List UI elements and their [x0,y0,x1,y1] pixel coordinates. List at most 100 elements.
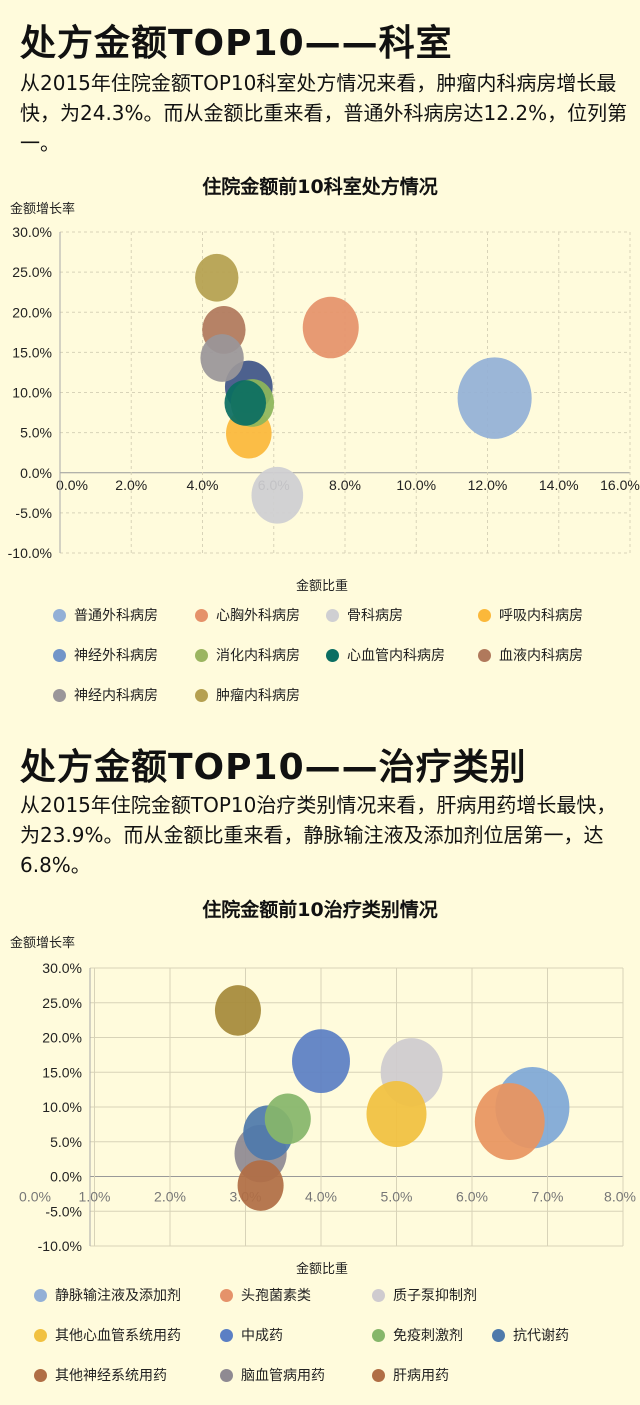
section2-paragraph: 从2015年住院金额TOP10治疗类别情况来看，肝病用药增长最快，为23.9%。… [20,793,617,877]
legend-marker-icon [492,1328,505,1342]
chart1-xlabel: 金额比重 [296,579,349,594]
legend-marker-icon [34,1288,47,1302]
legend-label: 脑血管病用药 [241,1368,325,1384]
legend-item: 其他心血管系统用药 [34,1325,181,1345]
x-tick-label: 0.0% [19,1189,51,1205]
bubble-10: 肿瘤内科病房 [195,253,239,302]
legend-label: 骨科病房 [347,608,403,624]
x-tick-label: 12.0% [468,477,508,493]
legend-label: 质子泵抑制剂 [393,1288,477,1304]
y-tick-label: 25.0% [42,995,82,1011]
y-tick-label: 30.0% [12,224,52,240]
x-tick-label: 10.0% [396,477,436,493]
x-tick-label: 0.0% [56,477,88,493]
legend-label: 神经内科病房 [74,688,158,704]
legend-label: 肝病用药 [393,1368,449,1384]
chart2-ylabel: 金额增长率 [10,936,76,951]
y-tick-label: 15.0% [12,344,52,360]
x-tick-label: 2.0% [154,1189,186,1205]
legend-label: 普通外科病房 [74,608,158,624]
y-tick-label: -5.0% [45,1203,82,1219]
legend-item: 血液内科病房 [478,645,583,665]
legend-item: 消化内科病房 [195,645,300,665]
legend-marker-icon [372,1328,385,1342]
bubble-6: 免疫刺激剂 [264,1093,311,1145]
legend-label: 其他神经系统用药 [55,1368,167,1384]
legend-label: 其他心血管系统用药 [55,1328,181,1344]
chart1-plot: 30.0%25.0%20.0%15.0%10.0%5.0%0.0%-5.0%-1… [8,224,640,561]
legend-item: 其他神经系统用药 [34,1365,167,1385]
x-tick-label: 2.0% [115,477,147,493]
legend-marker-icon [372,1368,385,1382]
legend-marker-icon [53,608,66,622]
legend-marker-icon [478,648,491,662]
legend-item: 骨科病房 [326,605,403,625]
legend-label: 心血管内科病房 [347,648,445,664]
x-tick-label: 6.0% [456,1189,488,1205]
y-tick-label: 10.0% [42,1099,82,1115]
legend-marker-icon [34,1328,47,1342]
y-tick-label: 10.0% [12,385,52,401]
y-tick-label: 30.0% [42,960,82,976]
legend-marker-icon [220,1288,233,1302]
x-tick-label: 8.0% [604,1189,636,1205]
legend-item: 神经内科病房 [53,685,158,705]
bubble-8: 其他神经系统用药 [237,1160,284,1211]
x-tick-label: 4.0% [305,1189,337,1205]
y-tick-label: 20.0% [12,304,52,320]
legend-label: 中成药 [241,1328,283,1344]
legend-marker-icon [195,648,208,662]
y-tick-label: 5.0% [20,425,52,441]
x-tick-label: 4.0% [187,477,219,493]
legend-item: 普通外科病房 [53,605,158,625]
x-tick-label: 16.0% [600,477,640,493]
legend-marker-icon [326,648,339,662]
bubble-4: 其他心血管系统用药 [366,1080,427,1147]
legend-marker-icon [195,608,208,622]
y-tick-label: -10.0% [8,545,52,561]
legend-label: 静脉输注液及添加剂 [55,1288,181,1304]
y-tick-label: 15.0% [42,1064,82,1080]
legend-label: 消化内科病房 [216,648,300,664]
legend-item: 脑血管病用药 [220,1365,325,1385]
legend-label: 肿瘤内科病房 [216,688,300,704]
legend-item: 心血管内科病房 [326,645,445,665]
legend-item: 质子泵抑制剂 [372,1285,477,1305]
legend-marker-icon [220,1368,233,1382]
legend-marker-icon [326,608,339,622]
y-tick-label: 25.0% [12,264,52,280]
chart2-xlabel: 金额比重 [296,1262,349,1277]
section1-title: 处方金额TOP10——科室 [20,23,453,64]
y-tick-label: 0.0% [20,465,52,481]
legend-marker-icon [195,688,208,702]
legend-marker-icon [478,608,491,622]
legend-label: 血液内科病房 [499,648,583,664]
legend-label: 神经外科病房 [74,648,158,664]
legend-label: 免疫刺激剂 [393,1328,463,1344]
bubble-2: 心胸外科病房 [302,296,359,359]
chart2-title: 住院金额前10治疗类别情况 [202,899,438,921]
y-tick-label: -10.0% [38,1238,82,1254]
legend-label: 心胸外科病房 [216,608,300,624]
section1-paragraph: 从2015年住院金额TOP10科室处方情况来看，肿瘤内科病房增长最快，为24.3… [20,71,628,155]
y-tick-label: 5.0% [50,1134,82,1150]
bubble-2: 头孢菌素类 [474,1083,545,1161]
legend-marker-icon [372,1288,385,1302]
bubble-7: 心血管内科病房 [224,380,267,426]
x-tick-label: 8.0% [329,477,361,493]
bubble-1: 普通外科病房 [457,357,532,439]
legend-item: 神经外科病房 [53,645,158,665]
chart1-ylabel: 金额增长率 [10,202,76,217]
legend-item: 肿瘤内科病房 [195,685,300,705]
legend-item: 中成药 [220,1325,283,1345]
x-tick-label: 5.0% [381,1189,413,1205]
legend-marker-icon [34,1368,47,1382]
bubble-3: 骨科病房 [251,466,304,524]
legend-marker-icon [53,688,66,702]
legend-marker-icon [53,648,66,662]
legend-label: 抗代谢药 [513,1328,569,1344]
y-tick-label: -5.0% [15,505,52,521]
bubble-9: 神经内科病房 [200,334,244,382]
chart2-plot: 30.0%25.0%20.0%15.0%10.0%5.0%0.0%-5.0%-1… [19,960,636,1254]
x-tick-label: 14.0% [539,477,579,493]
